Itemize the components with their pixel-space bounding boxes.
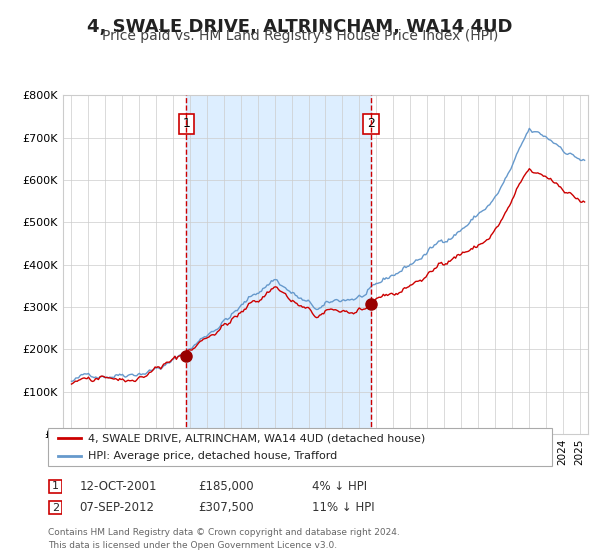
Text: £307,500: £307,500: [198, 501, 254, 515]
Text: Contains HM Land Registry data © Crown copyright and database right 2024.
This d: Contains HM Land Registry data © Crown c…: [48, 529, 400, 550]
Text: 4% ↓ HPI: 4% ↓ HPI: [312, 480, 367, 493]
Text: Price paid vs. HM Land Registry's House Price Index (HPI): Price paid vs. HM Land Registry's House …: [102, 29, 498, 43]
Text: £185,000: £185,000: [198, 480, 254, 493]
Text: 4, SWALE DRIVE, ALTRINCHAM, WA14 4UD (detached house): 4, SWALE DRIVE, ALTRINCHAM, WA14 4UD (de…: [88, 433, 425, 443]
Text: 4, SWALE DRIVE, ALTRINCHAM, WA14 4UD: 4, SWALE DRIVE, ALTRINCHAM, WA14 4UD: [87, 18, 513, 36]
Text: 1: 1: [52, 482, 59, 491]
Text: 2: 2: [52, 503, 59, 512]
Text: 2: 2: [367, 118, 375, 130]
Text: 1: 1: [182, 118, 190, 130]
Text: 12-OCT-2001: 12-OCT-2001: [79, 480, 157, 493]
Text: 11% ↓ HPI: 11% ↓ HPI: [312, 501, 374, 515]
Text: HPI: Average price, detached house, Trafford: HPI: Average price, detached house, Traf…: [88, 451, 338, 461]
Bar: [187, 95, 371, 434]
Text: 07-SEP-2012: 07-SEP-2012: [79, 501, 154, 515]
